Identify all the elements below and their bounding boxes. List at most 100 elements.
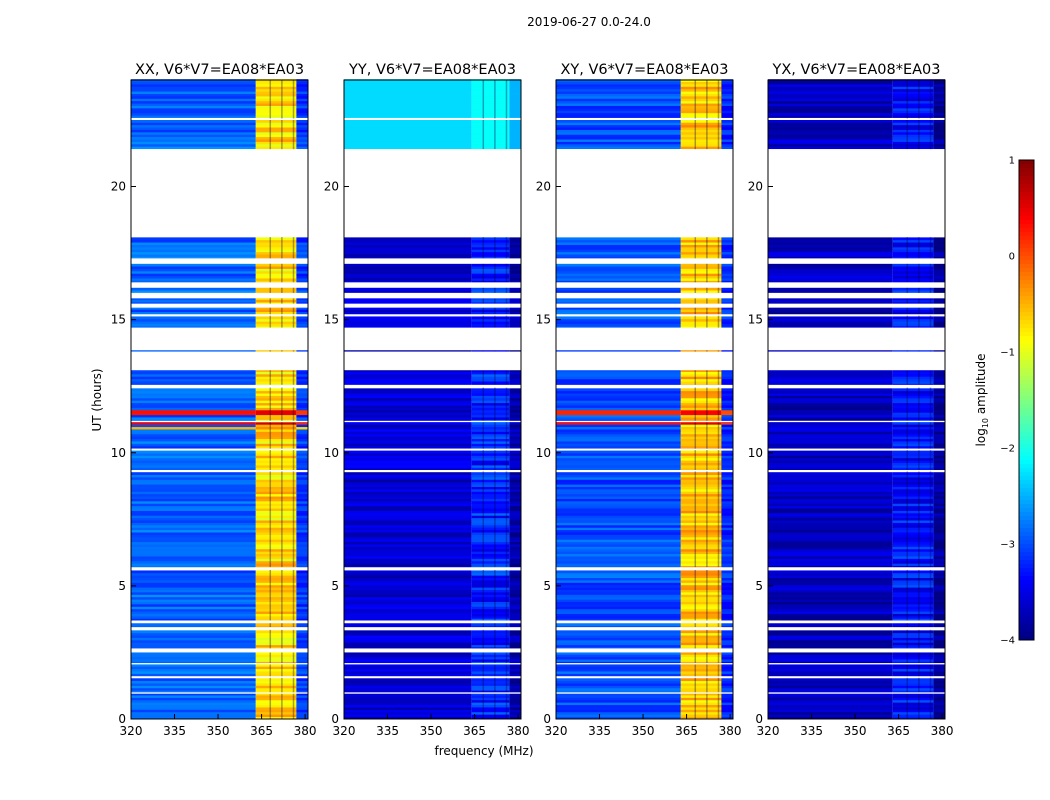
heatmap-row <box>768 438 893 442</box>
colorbar-segment <box>1019 420 1034 425</box>
heatmap-row <box>721 534 733 538</box>
heatmap-rfi-row <box>892 414 934 418</box>
heatmap-row <box>296 405 308 408</box>
heatmap-row <box>131 560 256 564</box>
heatmap-row <box>131 141 256 145</box>
heatmap-row <box>296 685 308 689</box>
heatmap-row <box>344 532 472 535</box>
heatmap-row <box>131 122 256 126</box>
heatmap-rfi-row <box>471 656 510 660</box>
heatmap-row <box>933 659 945 662</box>
heatmap-rfi-row <box>680 88 722 92</box>
heatmap-row <box>933 496 945 499</box>
heatmap-row <box>344 299 472 303</box>
heatmap-rfi-row <box>255 541 297 545</box>
heatmap-rfi-row <box>680 680 722 684</box>
heatmap-row <box>768 508 893 511</box>
heatmap-rfi-row <box>892 297 934 301</box>
heatmap-row <box>721 400 733 404</box>
heatmap-row <box>131 582 256 586</box>
heatmap-rfi-row <box>680 246 722 250</box>
flagged-gap <box>556 118 733 120</box>
heatmap-row <box>933 457 945 461</box>
heatmap-rfi-row <box>471 637 510 641</box>
heatmap-row <box>933 426 945 430</box>
heatmap-rfi-row <box>471 635 510 638</box>
heatmap-rfi-row <box>680 697 722 701</box>
heatmap-rfi-row <box>680 412 722 416</box>
heatmap-row <box>768 436 893 440</box>
heatmap-row <box>933 529 945 533</box>
heatmap-row <box>509 527 521 531</box>
heatmap-row <box>768 122 893 126</box>
heatmap-row <box>721 642 733 646</box>
heatmap-row <box>933 397 945 401</box>
heatmap-row <box>509 450 521 454</box>
heatmap-rfi-row <box>255 536 297 540</box>
heatmap-row <box>131 611 256 614</box>
heatmap-row <box>509 493 521 497</box>
colorbar-segment <box>1019 360 1034 365</box>
heatmap-rfi-row <box>255 503 297 507</box>
heatmap-row <box>556 642 681 646</box>
heatmap-rfi-row <box>471 124 510 128</box>
heatmap-row <box>768 115 893 118</box>
heatmap-rfi-row <box>471 278 510 281</box>
heatmap-row <box>933 644 945 648</box>
heatmap-row <box>344 498 472 502</box>
heatmap-rfi-row <box>471 508 510 511</box>
heatmap-row <box>933 522 945 526</box>
heatmap-rfi-row <box>471 551 510 555</box>
heatmap-row <box>131 254 256 257</box>
colorbar-segment <box>1019 508 1034 513</box>
heatmap-rfi-row <box>471 112 510 116</box>
heatmap-row <box>509 635 521 638</box>
heatmap-row <box>344 239 472 243</box>
heatmap-rfi-row <box>892 129 934 133</box>
heatmap-row <box>556 613 681 617</box>
colorbar-segment <box>1019 424 1034 429</box>
x-tick-label: 335 <box>800 724 823 738</box>
heatmap-row <box>344 699 472 703</box>
heatmap-rfi-row <box>680 666 722 670</box>
heatmap-rfi-row <box>471 414 510 418</box>
heatmap-row <box>344 266 472 269</box>
flagged-gap <box>344 676 521 678</box>
heatmap-row <box>296 251 308 255</box>
heatmap-rfi-row <box>255 280 297 284</box>
heatmap-row <box>721 632 733 636</box>
heatmap-row <box>721 95 733 99</box>
heatmap-row <box>721 378 733 382</box>
heatmap-row <box>556 98 681 102</box>
heatmap-row <box>933 637 945 641</box>
heatmap-row <box>556 618 681 622</box>
heatmap-row <box>933 515 945 519</box>
heatmap-rfi-row <box>680 512 722 516</box>
heatmap-row <box>296 587 308 591</box>
heatmap-row <box>296 239 308 243</box>
heatmap-row <box>556 491 681 495</box>
heatmap-row <box>556 378 681 382</box>
heatmap-row <box>131 534 256 538</box>
heatmap-rfi-row <box>255 644 297 648</box>
heatmap-row <box>509 572 521 576</box>
heatmap-rfi-row <box>892 79 934 82</box>
heatmap-row <box>556 460 681 464</box>
heatmap-row <box>721 687 733 691</box>
heatmap-rfi-row <box>255 412 297 416</box>
heatmap-row <box>933 378 945 382</box>
heatmap-row <box>721 249 733 253</box>
heatmap-row <box>296 275 308 279</box>
colorbar-segment <box>1019 336 1034 341</box>
colorbar-segment <box>1019 608 1034 613</box>
heatmap-rfi-row <box>255 369 297 372</box>
heatmap-row <box>721 302 733 305</box>
heatmap-rfi-row <box>471 462 510 466</box>
heatmap-row <box>131 709 256 713</box>
heatmap-rfi-row <box>471 663 510 667</box>
heatmap-rfi-row <box>892 371 934 375</box>
heatmap-row <box>509 91 521 94</box>
heatmap-row <box>344 556 472 559</box>
heatmap-rfi-row <box>892 692 934 696</box>
heatmap-rfi-row <box>255 635 297 638</box>
